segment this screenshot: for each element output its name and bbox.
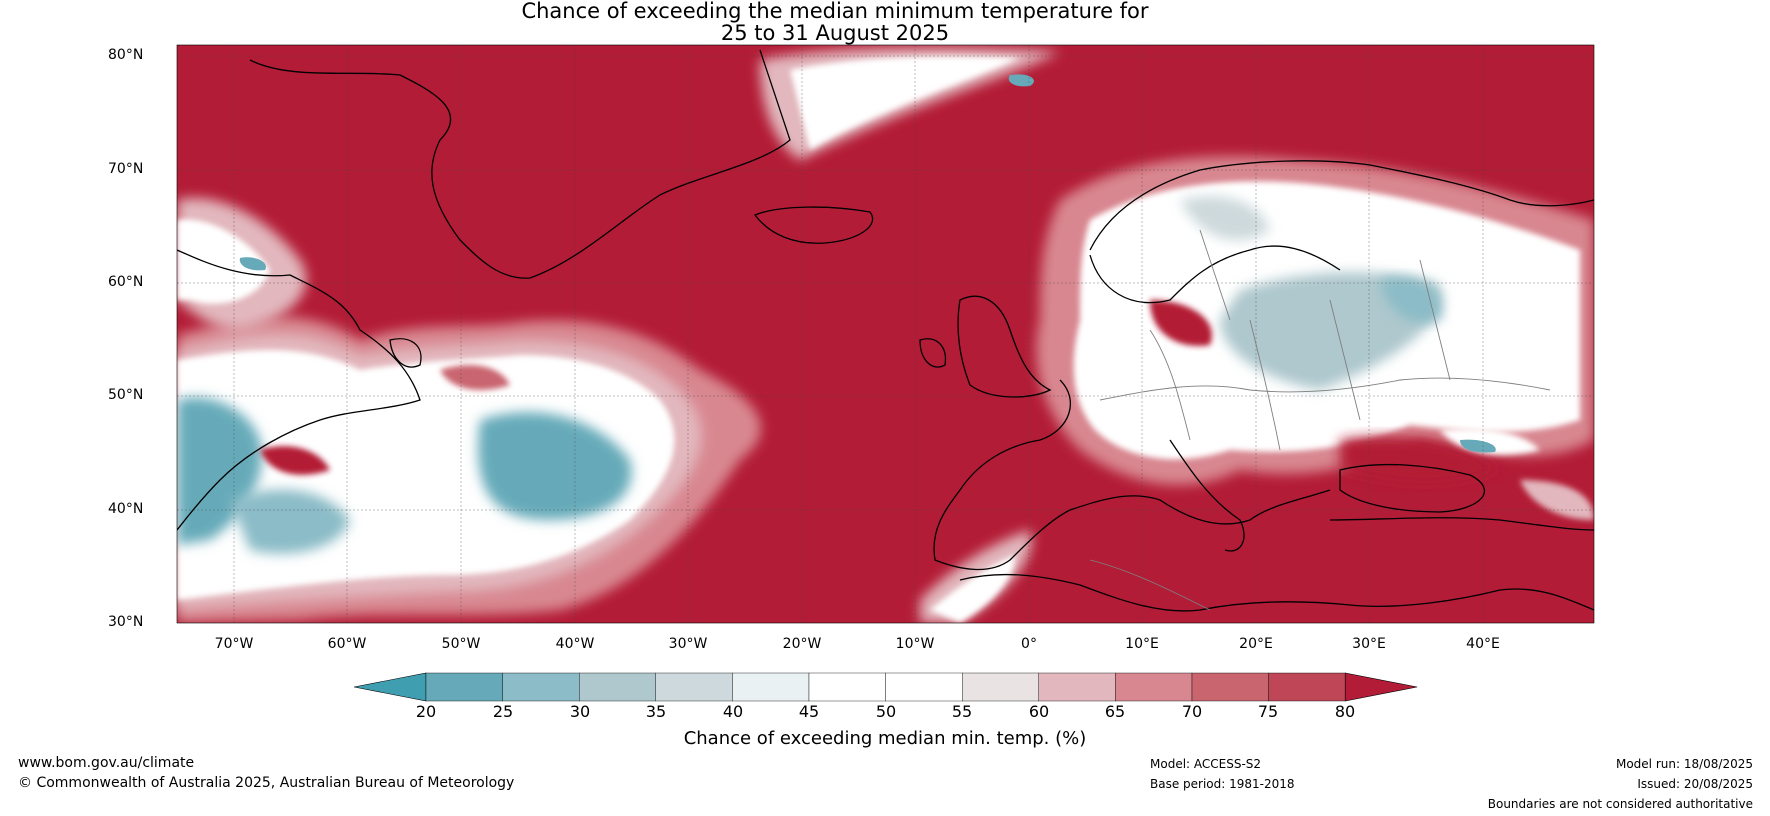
nw-atlantic-low-zone: [177, 316, 761, 623]
lon-label-20e: 20°E: [1239, 636, 1273, 652]
lon-label-30e: 30°E: [1352, 636, 1386, 652]
colorbar-segment: [732, 672, 810, 702]
colorbar-tick: 70: [1181, 702, 1203, 721]
colorbar-tick: 35: [645, 702, 667, 721]
map-area: [177, 45, 1594, 623]
colorbar-tick: 40: [722, 702, 744, 721]
lon-label-10e: 10°E: [1125, 636, 1159, 652]
colorbar-segment: [425, 672, 503, 702]
lat-label-40n: 40°N: [108, 501, 144, 517]
chart-title-line1: Chance of exceeding the median minimum t…: [521, 0, 1149, 23]
lon-label-30w: 30°W: [668, 636, 708, 652]
colorbar-tick: 30: [569, 702, 591, 721]
colorbar-segment: [655, 672, 733, 702]
chart-title-line2: 25 to 31 August 2025: [720, 21, 950, 45]
colorbar-tick: 20: [415, 702, 437, 721]
colorbar-segment: [808, 672, 886, 702]
europe-low-zone: [1036, 156, 1594, 520]
coastlines: [177, 49, 1594, 612]
footer-copyright: © Commonwealth of Australia 2025, Austra…: [18, 775, 515, 791]
lon-label-70w: 70°W: [214, 636, 254, 652]
colorbar-tick: 65: [1104, 702, 1126, 721]
footer-issued: Issued: 20/08/2025: [1637, 777, 1753, 791]
colorbar-segment: [579, 672, 657, 702]
colorbar-label: Chance of exceeding median min. temp. (%…: [683, 728, 1087, 749]
lat-label-50n: 50°N: [108, 387, 144, 403]
colorbar-segment: [1268, 672, 1346, 702]
lat-label-70n: 70°N: [108, 161, 144, 177]
colorbar-segment: [502, 672, 580, 702]
colorbar-tick: 60: [1028, 702, 1050, 721]
lat-label-30n: 30°N: [108, 614, 144, 630]
colorbar-extend-low: [353, 672, 427, 702]
colorbar-tick: 50: [875, 702, 897, 721]
colorbar-extend-high: [1344, 672, 1418, 702]
graticule: [177, 45, 1594, 623]
lat-label-60n: 60°N: [108, 274, 144, 290]
lon-label-40e: 40°E: [1466, 636, 1500, 652]
colorbar-segment: [1115, 672, 1193, 702]
footer-url: www.bom.gov.au/climate: [18, 755, 195, 771]
colorbar-tick: 25: [492, 702, 514, 721]
lon-label-0: 0°: [1021, 636, 1037, 652]
lon-label-40w: 40°W: [555, 636, 595, 652]
colorbar-tick: 80: [1334, 702, 1356, 721]
lon-label-20w: 20°W: [782, 636, 822, 652]
colorbar-segment: [885, 672, 963, 702]
colorbar-tick: 45: [798, 702, 820, 721]
lon-label-10w: 10°W: [895, 636, 935, 652]
lat-label-80n: 80°N: [108, 47, 144, 63]
colorbar-segment: [1038, 672, 1116, 702]
lon-label-60w: 60°W: [327, 636, 367, 652]
colorbar: [353, 672, 1418, 702]
footer-disclaimer: Boundaries are not considered authoritat…: [1487, 797, 1753, 811]
colorbar-tick: 75: [1257, 702, 1279, 721]
borders: [1089, 229, 1551, 611]
lon-label-50w: 50°W: [441, 636, 481, 652]
footer-base-period: Base period: 1981-2018: [1150, 777, 1295, 791]
colorbar-segment: [1191, 672, 1269, 702]
footer-model: Model: ACCESS-S2: [1150, 757, 1262, 771]
footer-model-run: Model run: 18/08/2025: [1615, 757, 1753, 771]
colorbar-segment: [962, 672, 1040, 702]
colorbar-tick: 55: [951, 702, 973, 721]
